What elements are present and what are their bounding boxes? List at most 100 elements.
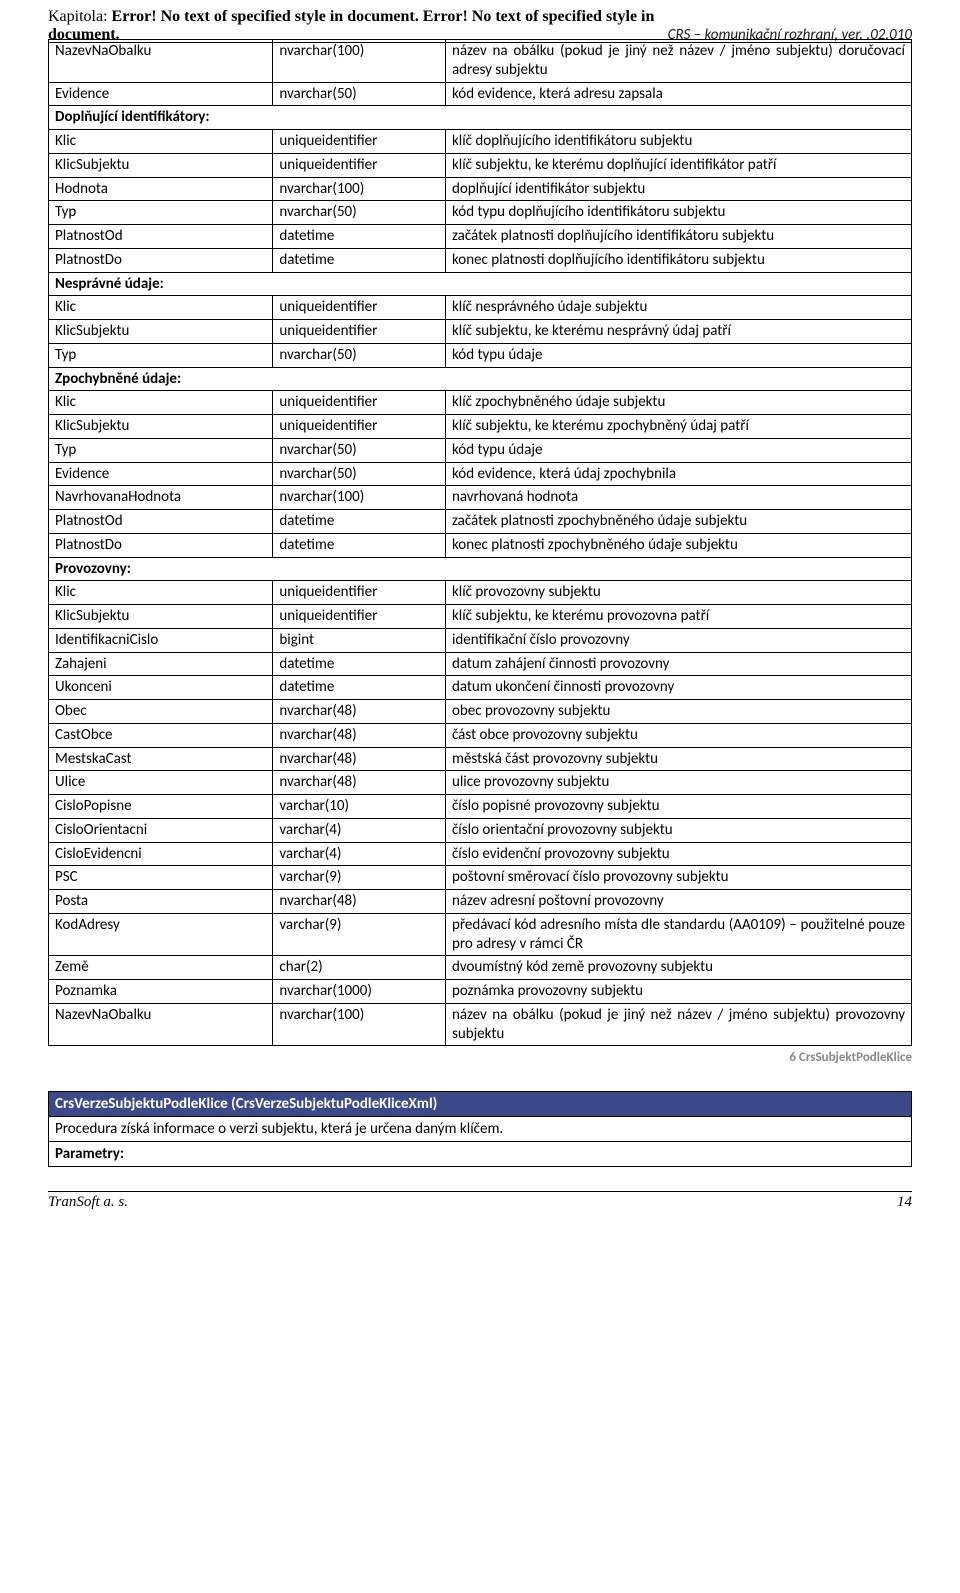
field-type: uniqueidentifier — [273, 153, 446, 177]
field-type: nvarchar(50) — [273, 82, 446, 106]
table-row: Klicuniqueidentifierklíč provozovny subj… — [49, 581, 912, 605]
table-row: Ukoncenidatetimedatum ukončení činnosti … — [49, 676, 912, 700]
field-description: klíč doplňujícího identifikátoru subjekt… — [445, 130, 911, 154]
table-row: Klicuniqueidentifierklíč doplňujícího id… — [49, 130, 912, 154]
table-row: CisloOrientacnivarchar(4)číslo orientačn… — [49, 818, 912, 842]
field-description: název na obálku (pokud je jiný než název… — [445, 1003, 911, 1046]
table-row: Doplňující identifikátory: — [49, 106, 912, 130]
field-description: dvoumístný kód země provozovny subjektu — [445, 956, 911, 980]
procedure-box: CrsVerzeSubjektuPodleKlice (CrsVerzeSubj… — [48, 1091, 912, 1167]
field-type: datetime — [273, 652, 446, 676]
field-description: číslo evidenční provozovny subjektu — [445, 842, 911, 866]
table-row: Obecnvarchar(48)obec provozovny subjektu — [49, 700, 912, 724]
table-row: Typnvarchar(50)kód typu údaje — [49, 438, 912, 462]
section-header: Nesprávné údaje: — [49, 272, 912, 296]
field-name: PlatnostOd — [49, 510, 273, 534]
field-description: obec provozovny subjektu — [445, 700, 911, 724]
procedure-params-label: Parametry: — [49, 1142, 912, 1167]
table-row: NavrhovanaHodnotanvarchar(100)navrhovaná… — [49, 486, 912, 510]
table-row: CastObcenvarchar(48)část obce provozovny… — [49, 723, 912, 747]
field-name: Evidence — [49, 462, 273, 486]
procedure-title: CrsVerzeSubjektuPodleKlice (CrsVerzeSubj… — [49, 1092, 912, 1117]
table-row: Zeměchar(2)dvoumístný kód země provozovn… — [49, 956, 912, 980]
field-type: datetime — [273, 248, 446, 272]
field-description: klíč subjektu, ke kterému doplňující ide… — [445, 153, 911, 177]
field-type: varchar(10) — [273, 795, 446, 819]
field-description: začátek platnosti zpochybněného údaje su… — [445, 510, 911, 534]
field-name: CastObce — [49, 723, 273, 747]
field-type: varchar(4) — [273, 818, 446, 842]
field-name: Typ — [49, 438, 273, 462]
field-description: doplňující identifikátor subjektu — [445, 177, 911, 201]
field-description: klíč subjektu, ke kterému nesprávný údaj… — [445, 320, 911, 344]
table-row: Klicuniqueidentifierklíč nesprávného úda… — [49, 296, 912, 320]
header-error-text2: document. — [48, 26, 120, 44]
table-row: KodAdresyvarchar(9)předávací kód adresní… — [49, 913, 912, 956]
field-type: char(2) — [273, 956, 446, 980]
field-name: IdentifikacniCislo — [49, 628, 273, 652]
section-header: Doplňující identifikátory: — [49, 106, 912, 130]
field-name: KlicSubjektu — [49, 415, 273, 439]
table-row: KlicSubjektuuniqueidentifierklíč subjekt… — [49, 320, 912, 344]
field-type: nvarchar(50) — [273, 462, 446, 486]
table-row: CisloPopisnevarchar(10)číslo popisné pro… — [49, 795, 912, 819]
page-header: Kapitola: Error! No text of specified st… — [48, 8, 912, 43]
field-type: varchar(4) — [273, 842, 446, 866]
table-row: PlatnostOddatetimezačátek platnosti dopl… — [49, 225, 912, 249]
field-description: identifikační číslo provozovny — [445, 628, 911, 652]
field-description: poštovní směrovací číslo provozovny subj… — [445, 866, 911, 890]
field-name: PlatnostDo — [49, 533, 273, 557]
field-description: kód typu údaje — [445, 438, 911, 462]
field-name: Klic — [49, 296, 273, 320]
field-type: uniqueidentifier — [273, 296, 446, 320]
header-right-version: CRS – komunikační rozhraní, ver. .02.010 — [668, 26, 912, 44]
field-name: Klic — [49, 581, 273, 605]
field-type: nvarchar(48) — [273, 723, 446, 747]
table-row: MestskaCastnvarchar(48)městská část prov… — [49, 747, 912, 771]
field-type: bigint — [273, 628, 446, 652]
field-description: konec platnosti zpochybněného údaje subj… — [445, 533, 911, 557]
field-description: klíč subjektu, ke kterému zpochybněný úd… — [445, 415, 911, 439]
table-row: PSCvarchar(9)poštovní směrovací číslo pr… — [49, 866, 912, 890]
field-name: Klic — [49, 391, 273, 415]
section-header: Zpochybněné údaje: — [49, 367, 912, 391]
field-description: číslo popisné provozovny subjektu — [445, 795, 911, 819]
field-name: CisloEvidencni — [49, 842, 273, 866]
field-description: kód typu doplňujícího identifikátoru sub… — [445, 201, 911, 225]
field-description: klíč provozovny subjektu — [445, 581, 911, 605]
field-type: varchar(9) — [273, 913, 446, 956]
field-type: nvarchar(100) — [273, 486, 446, 510]
table-row: Postanvarchar(48)název adresní poštovní … — [49, 890, 912, 914]
table-row: Provozovny: — [49, 557, 912, 581]
field-type: nvarchar(50) — [273, 438, 446, 462]
field-type: uniqueidentifier — [273, 391, 446, 415]
field-name: Hodnota — [49, 177, 273, 201]
field-name: KlicSubjektu — [49, 320, 273, 344]
table-row: CisloEvidencnivarchar(4)číslo evidenční … — [49, 842, 912, 866]
table-row: KlicSubjektuuniqueidentifierklíč subjekt… — [49, 153, 912, 177]
table-row: IdentifikacniCislobigintidentifikační čí… — [49, 628, 912, 652]
section-header: Provozovny: — [49, 557, 912, 581]
field-description: městská část provozovny subjektu — [445, 747, 911, 771]
field-name: Zahajeni — [49, 652, 273, 676]
header-chapter-line: Kapitola: Error! No text of specified st… — [48, 8, 912, 26]
field-type: nvarchar(48) — [273, 747, 446, 771]
field-name: CisloOrientacni — [49, 818, 273, 842]
field-description: kód evidence, která údaj zpochybnila — [445, 462, 911, 486]
table-row: Hodnotanvarchar(100)doplňující identifik… — [49, 177, 912, 201]
field-name: Ulice — [49, 771, 273, 795]
field-type: nvarchar(50) — [273, 343, 446, 367]
field-description: číslo orientační provozovny subjektu — [445, 818, 911, 842]
field-description: klíč subjektu, ke kterému provozovna pat… — [445, 605, 911, 629]
field-description: klíč nesprávného údaje subjektu — [445, 296, 911, 320]
field-description: datum zahájení činnosti provozovny — [445, 652, 911, 676]
field-description: začátek platnosti doplňujícího identifik… — [445, 225, 911, 249]
procedure-description: Procedura získá informace o verzi subjek… — [49, 1117, 912, 1142]
field-type: datetime — [273, 676, 446, 700]
field-name: NazevNaObalku — [49, 1003, 273, 1046]
field-description: název adresní poštovní provozovny — [445, 890, 911, 914]
schema-table: NazevNaObalku nvarchar(100) název na obálk… — [48, 39, 912, 1046]
field-name: MestskaCast — [49, 747, 273, 771]
footer-page-number: 14 — [897, 1194, 912, 1211]
field-name: Poznamka — [49, 980, 273, 1004]
